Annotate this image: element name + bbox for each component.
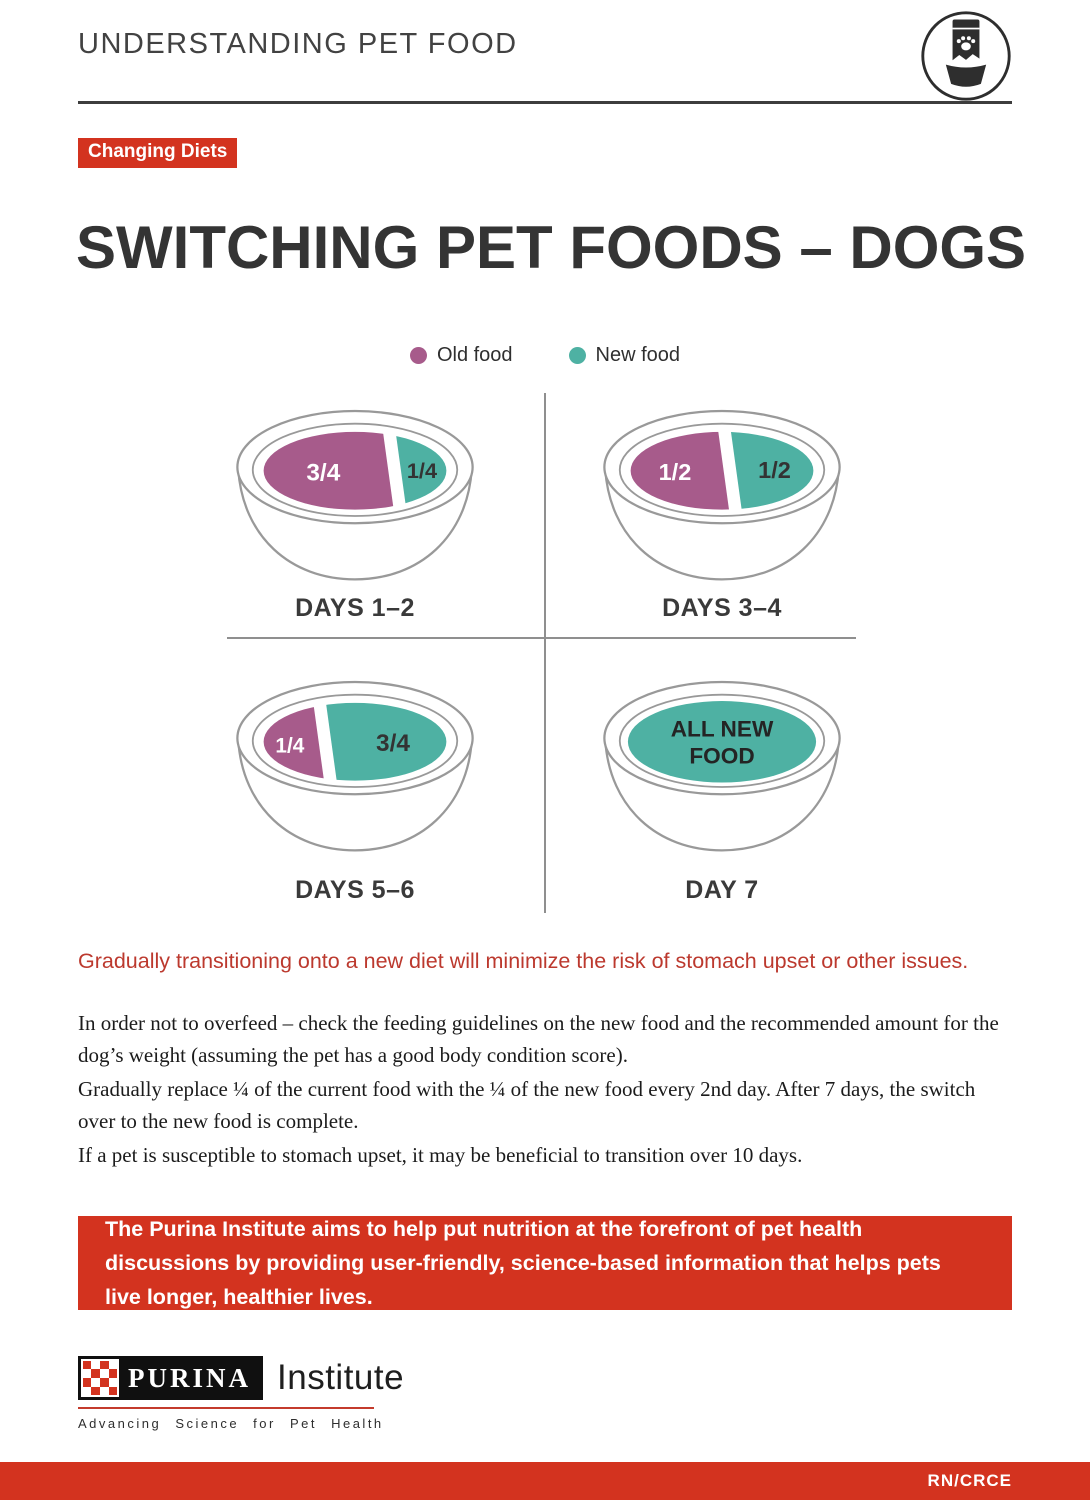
page-title: SWITCHING PET FOODS – DOGS <box>76 214 1027 281</box>
bowl-days-3-4: 1/2 1/2 <box>603 409 841 581</box>
page-header-title: UNDERSTANDING PET FOOD <box>78 28 518 60</box>
old-food-dot-icon <box>409 347 427 364</box>
legend-new-label: New food <box>595 344 681 366</box>
header-divider <box>78 101 1012 104</box>
logo-row: PURINA Institute <box>78 1356 404 1400</box>
legend: Old food New food <box>0 344 1090 367</box>
bowl-caption-days-3-4: DAYS 3–4 <box>662 594 782 622</box>
old-food-portion <box>630 431 733 510</box>
purina-institute-banner: The Purina Institute aims to help put nu… <box>78 1216 1012 1310</box>
new-food-portion <box>725 431 814 510</box>
body-paragraph-3: If a pet is susceptible to stomach upset… <box>78 1143 803 1167</box>
footer-code: RN/CRCE <box>927 1471 1012 1490</box>
bowl-day-7: ALL NEW FOOD <box>603 680 841 852</box>
bowl-days-1-2: 3/4 1/4 <box>236 409 474 581</box>
logo-red-rule <box>78 1407 374 1409</box>
institute-text: Institute <box>277 1358 405 1397</box>
bowl-caption-days-1-2: DAYS 1–2 <box>295 594 415 622</box>
all-new-food-label-line2: FOOD <box>689 743 754 768</box>
footer-bar: RN/CRCE <box>0 1462 1090 1500</box>
purina-brand-text: PURINA <box>128 1362 251 1393</box>
legend-item-new-food: New food <box>568 344 681 367</box>
body-paragraph-2: Gradually replace ¼ of the current food … <box>78 1077 976 1133</box>
old-food-portion <box>263 431 398 510</box>
new-fraction-label: 3/4 <box>376 730 410 757</box>
legend-item-old-food: Old food <box>409 344 513 367</box>
purina-wordmark-box: PURINA <box>78 1356 263 1400</box>
old-fraction-label: 1/2 <box>659 459 692 485</box>
section-badge: Changing Diets <box>78 138 238 168</box>
highlight-sentence: Gradually transitioning onto a new diet … <box>78 949 969 973</box>
bowl-caption-days-5-6: DAYS 5–6 <box>295 876 415 904</box>
old-fraction-label: 3/4 <box>306 460 340 487</box>
pet-food-bag-and-bowl-icon <box>921 11 1011 101</box>
new-fraction-label: 1/4 <box>407 458 437 483</box>
legend-old-label: Old food <box>436 344 513 366</box>
bowl-days-5-6: 1/4 3/4 <box>236 680 474 852</box>
grid-horizontal-divider <box>227 637 856 639</box>
body-paragraph-1: In order not to overfeed – check the fee… <box>78 1011 999 1067</box>
banner-text: The Purina Institute aims to help put nu… <box>105 1217 941 1309</box>
logo-tagline: Advancing Science for Pet Health <box>78 1416 384 1431</box>
old-fraction-label: 1/4 <box>275 735 304 758</box>
grid-vertical-divider <box>544 393 546 913</box>
bowl-caption-day-7: DAY 7 <box>685 876 759 904</box>
new-food-portion-full <box>627 701 817 783</box>
new-food-dot-icon <box>568 347 586 364</box>
all-new-food-label-line1: ALL NEW <box>671 716 774 741</box>
purina-checkerboard-icon <box>81 1359 119 1397</box>
new-food-portion <box>320 702 447 781</box>
purina-institute-logo: PURINA Institute Advancing Science for P… <box>78 1356 404 1431</box>
new-fraction-label: 1/2 <box>758 457 791 483</box>
